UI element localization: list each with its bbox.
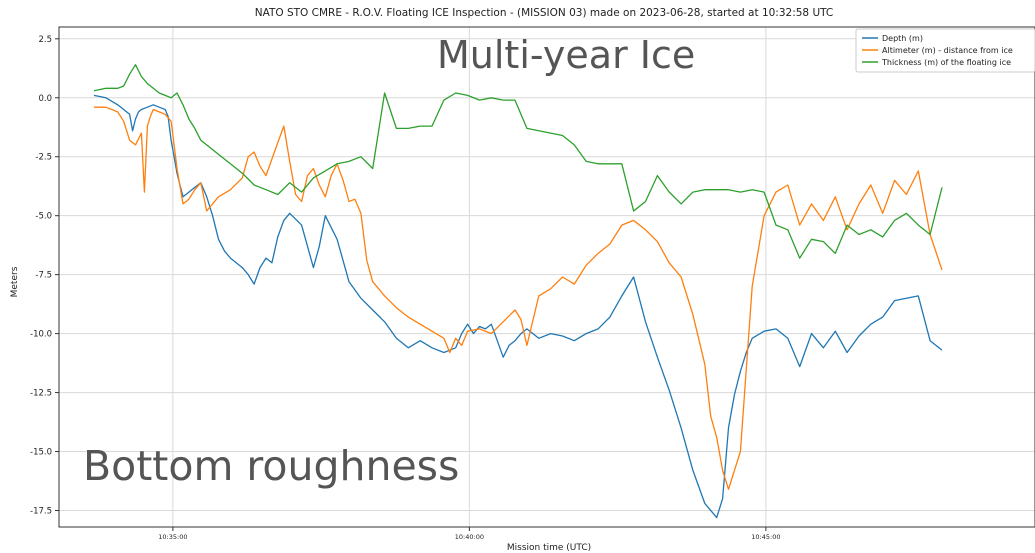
legend-label: Depth (m) — [882, 34, 923, 43]
altimeter-series-line — [94, 106, 943, 490]
y-tick-label: -7.5 — [35, 271, 52, 281]
y-tick-label: -2.5 — [35, 153, 52, 163]
y-tick-label: -12.5 — [30, 389, 52, 399]
legend-label: Thickness (m) of the floating ice — [881, 58, 1011, 67]
legend: Depth (m) Altimeter (m) - distance from i… — [855, 28, 1035, 73]
y-axis-ticks: 2.5 0.0 -2.5 -5.0 -7.5 -10.0 -12.5 -15.0 -17.5 — [30, 35, 59, 516]
x-tick-label: 10:40:00 — [455, 533, 484, 541]
x-tick-label: 10:35:00 — [158, 533, 187, 541]
y-axis-label: Meters — [10, 266, 20, 297]
thickness-series-line — [93, 64, 943, 259]
y-tick-label: -5.0 — [35, 212, 52, 222]
x-axis-label: Mission time (UTC) — [507, 543, 591, 553]
y-tick-label: -10.0 — [30, 330, 52, 340]
y-tick-label: -17.5 — [30, 506, 52, 516]
y-tick-label: 2.5 — [38, 35, 52, 45]
bottom-roughness-annotation: Bottom roughness — [83, 442, 459, 490]
x-tick-label: 10:45:00 — [751, 533, 780, 541]
legend-label: Altimeter (m) - distance from ice — [882, 46, 1013, 55]
x-axis-ticks: 10:35:00 10:40:00 10:45:00 — [158, 527, 780, 541]
multi-year-ice-annotation: Multi-year Ice — [437, 33, 695, 77]
chart-title: NATO STO CMRE - R.O.V. Floating ICE Insp… — [255, 7, 834, 19]
plot-frame — [58, 26, 1035, 528]
y-tick-label: -15.0 — [30, 448, 52, 458]
y-tick-label: 0.0 — [38, 94, 52, 104]
plot-series — [93, 64, 943, 519]
